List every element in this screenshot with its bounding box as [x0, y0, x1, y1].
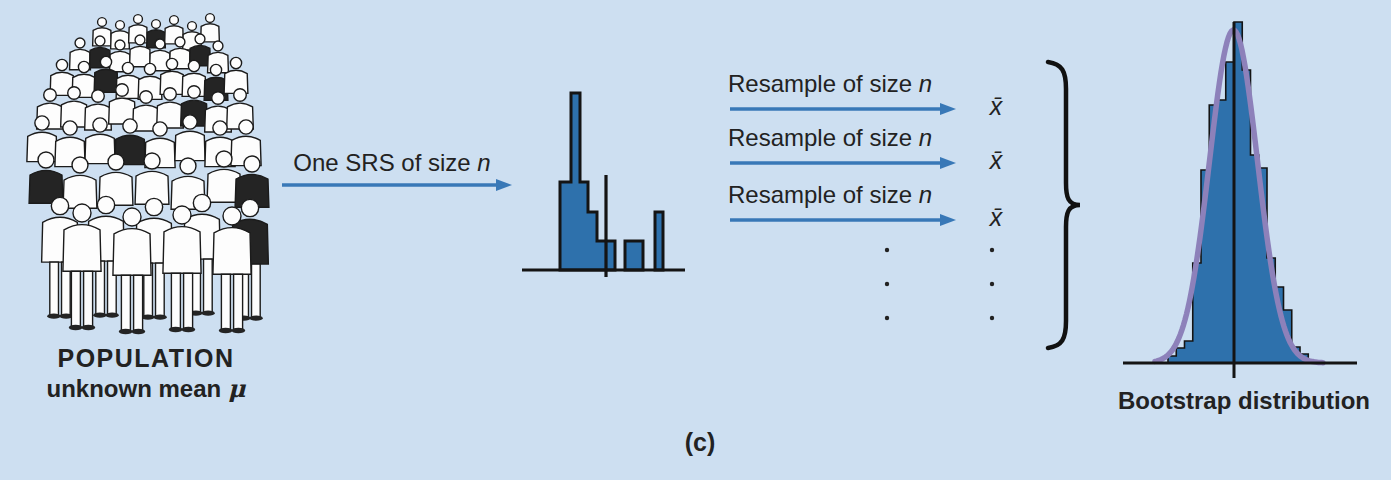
srs-arrow: [280, 177, 514, 193]
resample-label-n: n: [919, 181, 932, 208]
population-title: POPULATION: [20, 344, 272, 373]
bootstrap-label: Bootstrap distribution: [1110, 387, 1378, 415]
resample-label-3: Resample of size n: [728, 181, 968, 209]
srs-arrow-label: One SRS of size n: [276, 149, 508, 177]
resample-label-n: n: [919, 124, 932, 151]
population-subtitle: unknown mean μ: [20, 374, 272, 403]
resample-arrow-3: [728, 212, 962, 228]
resample-arrow-1: [728, 101, 962, 117]
grouping-brace: [1040, 55, 1090, 355]
resample-label-text: Resample of size: [728, 70, 919, 97]
resample-label-text: Resample of size: [728, 124, 919, 151]
population-subtitle-text: unknown mean: [47, 375, 228, 402]
resample-label-1: Resample of size n: [728, 70, 968, 98]
resample-label-n: n: [919, 70, 932, 97]
figure-canvas: POPULATION unknown mean μ One SRS of siz…: [0, 0, 1391, 480]
resample-arrow-2: [728, 155, 962, 171]
xbar-1: x̄: [980, 92, 1012, 121]
resample-label-text: Resample of size: [728, 181, 919, 208]
xbar-2: x̄: [980, 146, 1012, 175]
population-crowd-illustration: [12, 2, 284, 340]
resample-label-2: Resample of size n: [728, 124, 968, 152]
bootstrap-histogram: [1110, 10, 1370, 380]
srs-label-text: One SRS of size: [293, 149, 477, 176]
srs-label-n: n: [477, 149, 490, 176]
figure-caption: (c): [620, 428, 780, 457]
xbar-3: x̄: [980, 203, 1012, 232]
sample-histogram: [505, 80, 705, 290]
ellipsis-dots: [880, 240, 1000, 325]
mu-symbol: μ: [228, 374, 246, 403]
